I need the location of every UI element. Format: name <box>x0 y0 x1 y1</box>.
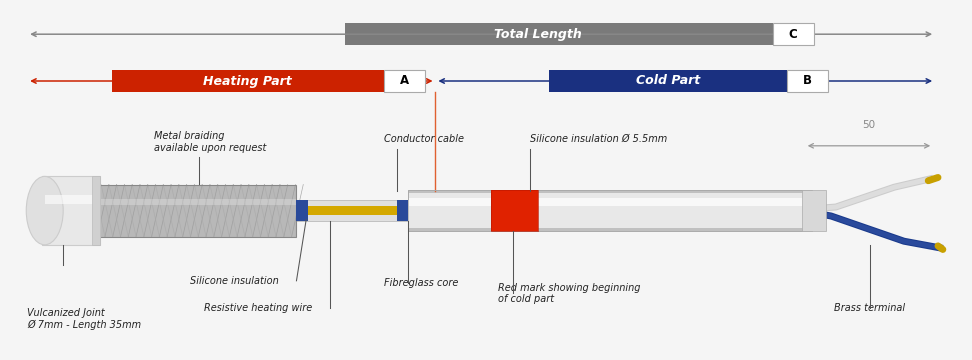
Text: Metal braiding
available upon request: Metal braiding available upon request <box>154 131 266 153</box>
Text: Vulcanized Joint
Ø 7mm - Length 35mm: Vulcanized Joint Ø 7mm - Length 35mm <box>27 308 141 329</box>
Text: Brass terminal: Brass terminal <box>834 303 905 313</box>
Text: 50: 50 <box>862 120 876 130</box>
Text: Red mark showing beginning
of cold part: Red mark showing beginning of cold part <box>498 283 641 304</box>
Bar <box>787 70 828 92</box>
Bar <box>408 190 812 231</box>
Bar <box>408 190 812 231</box>
Bar <box>92 176 100 245</box>
Bar <box>397 200 408 221</box>
Bar <box>296 200 408 221</box>
Bar <box>773 23 814 45</box>
Bar <box>384 70 425 92</box>
Bar <box>491 190 538 231</box>
Text: Silicone insulation Ø 5.5mm: Silicone insulation Ø 5.5mm <box>530 134 667 144</box>
Bar <box>802 190 826 231</box>
Text: Heating Part: Heating Part <box>203 75 293 87</box>
Text: C: C <box>788 28 798 41</box>
Text: Conductor cable: Conductor cable <box>384 134 464 144</box>
Bar <box>345 23 773 45</box>
Bar <box>97 185 296 237</box>
Bar <box>296 200 308 221</box>
Bar <box>491 190 538 231</box>
Bar <box>45 195 100 204</box>
Bar <box>408 193 812 229</box>
Bar <box>301 206 403 215</box>
Bar <box>97 185 296 237</box>
Bar <box>97 199 296 205</box>
Bar <box>112 70 384 92</box>
Text: Cold Part: Cold Part <box>636 75 701 87</box>
Ellipse shape <box>26 176 63 245</box>
Text: Fibreglass core: Fibreglass core <box>384 278 459 288</box>
Text: Silicone insulation: Silicone insulation <box>190 276 278 286</box>
Text: Resistive heating wire: Resistive heating wire <box>204 303 312 313</box>
Text: Total Length: Total Length <box>494 28 581 41</box>
Bar <box>549 70 787 92</box>
Bar <box>408 198 812 206</box>
FancyBboxPatch shape <box>42 176 100 245</box>
Text: B: B <box>803 75 813 87</box>
Text: A: A <box>399 75 409 87</box>
